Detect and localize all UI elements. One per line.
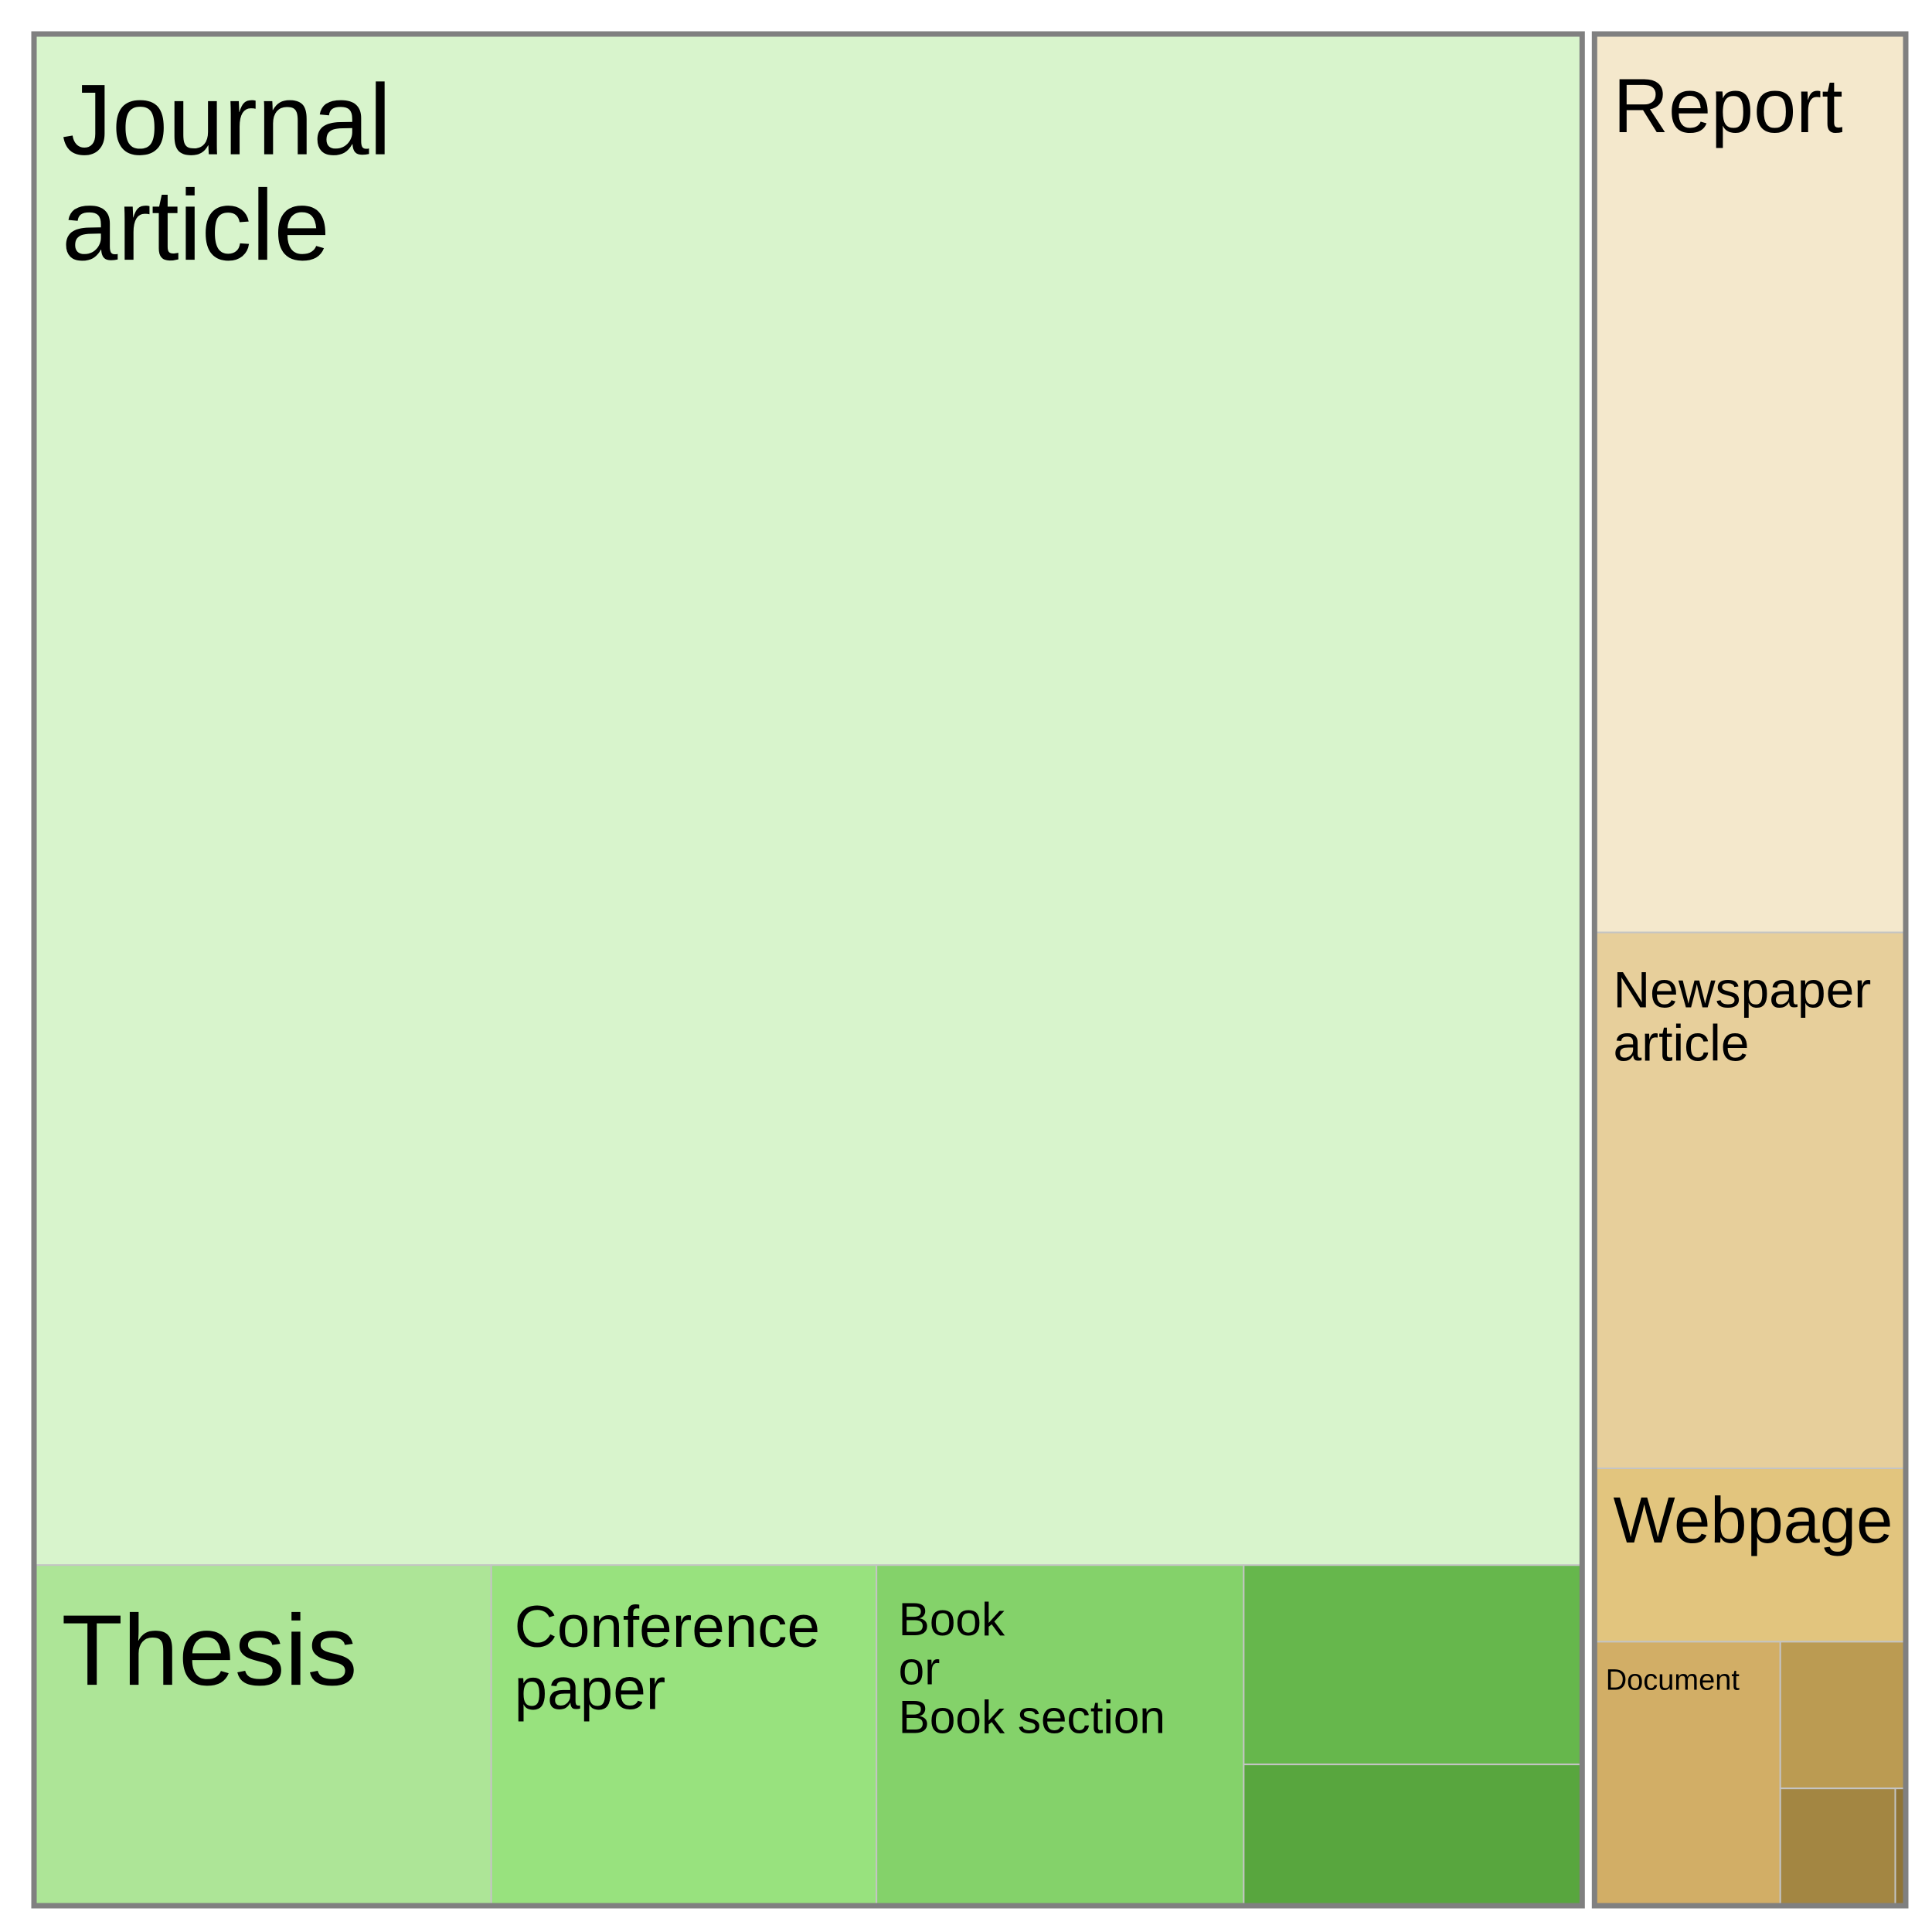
treemap-tiles [33,33,1907,1907]
tile-conference-paper [490,1564,878,1907]
tile-label-report: Report [1613,63,1842,148]
tile-label-webpage: Webpage [1613,1483,1893,1556]
tile-report [1594,33,1906,934]
tile-unlabeled-1-5 [1779,1787,1896,1907]
tile-unlabeled-0-4 [1243,1564,1583,1766]
tile-thesis [33,1564,492,1907]
tile-label-conference-paper: Conference paper [515,1594,821,1722]
tile-book-or-book-section [876,1564,1245,1907]
tile-label-newspaper-article: Newspaper article [1613,961,1871,1071]
treemap-group-frames [31,31,1909,1909]
tile-journal-article [33,33,1583,1566]
group-frame-green [31,31,1585,1909]
treemap-labels: Journal article Thesis Conference paper Book o… [62,63,1893,1743]
tile-newspaper-article [1594,931,1906,1470]
tile-label-journal-article: Journal article [62,63,391,282]
tile-document [1594,1641,1781,1907]
tile-unlabeled-0-5 [1243,1764,1583,1907]
tile-label-thesis: Thesis [62,1594,358,1706]
tile-label-document: Document [1606,1665,1740,1697]
group-frame-tan [1591,31,1909,1909]
tile-unlabeled-1-4 [1779,1641,1907,1790]
tile-label-book-or-book-section: Book or Book section [899,1593,1165,1743]
